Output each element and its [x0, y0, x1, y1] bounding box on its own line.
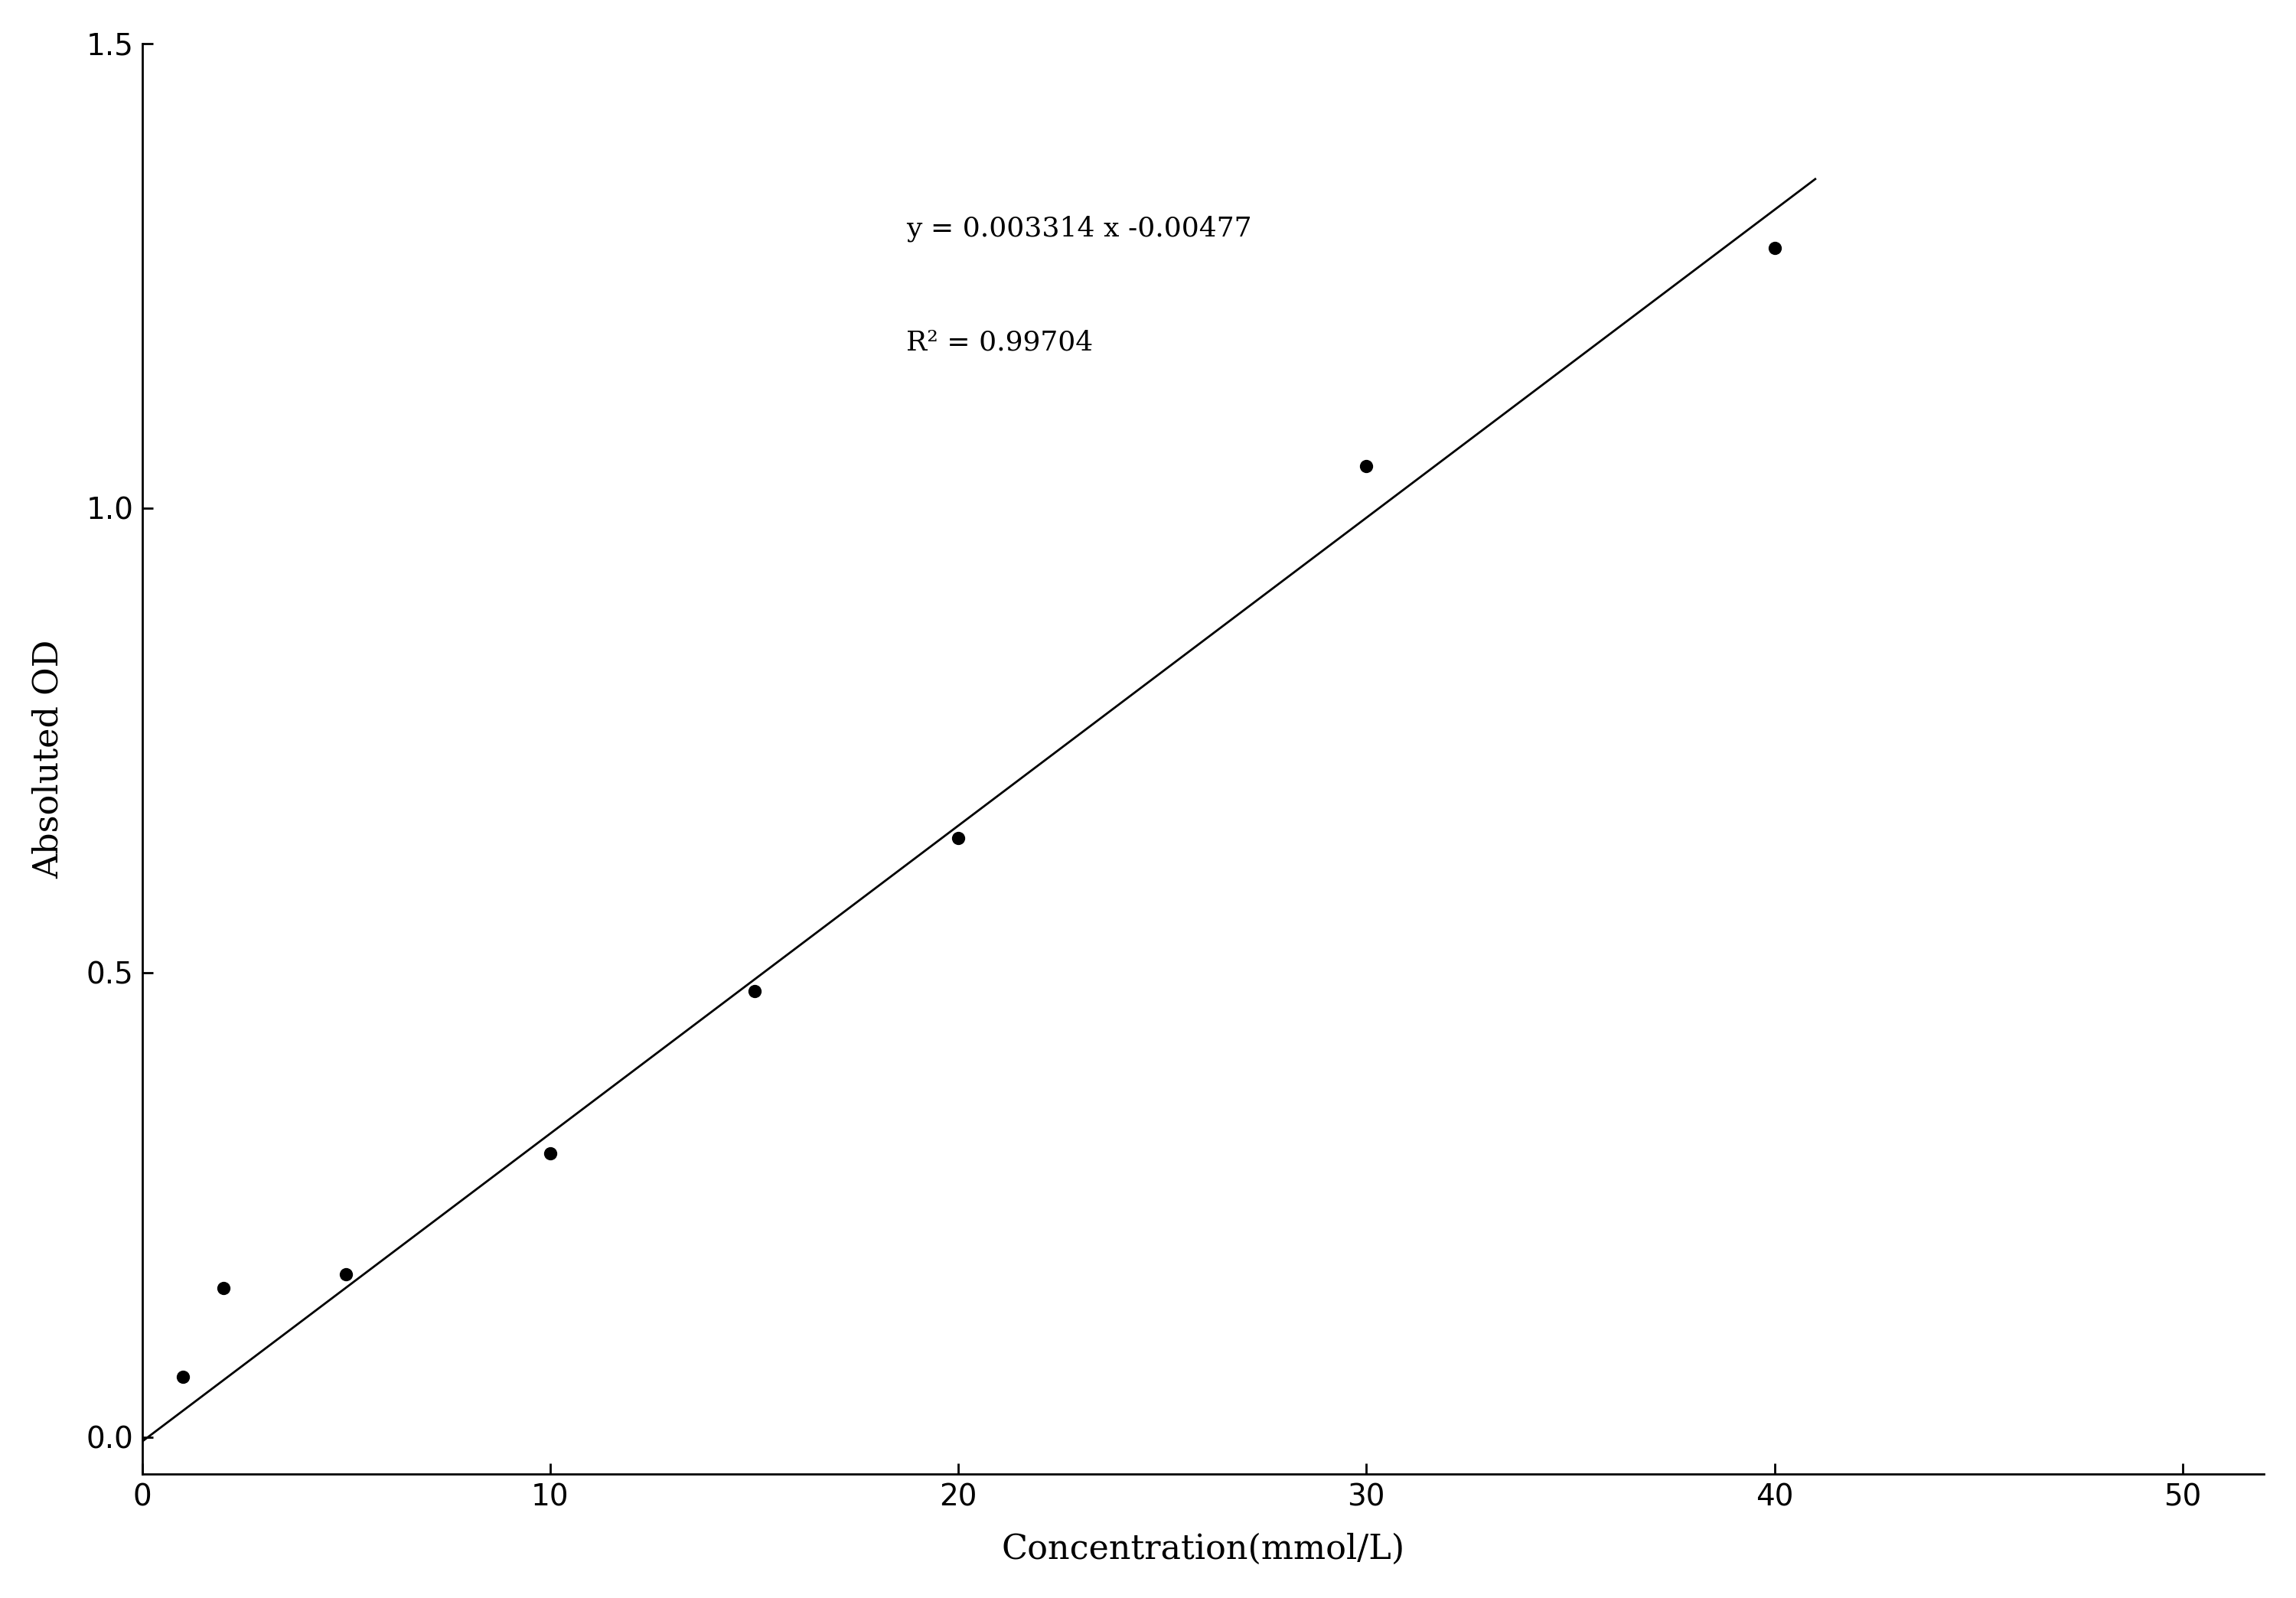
Point: [204, 1275, 241, 1301]
Text: R² = 0.99704: R² = 0.99704: [907, 329, 1093, 356]
Point: [533, 1141, 569, 1167]
Text: y = 0.003314 x -0.00477: y = 0.003314 x -0.00477: [907, 216, 1251, 241]
Point: [328, 1262, 365, 1288]
Point: [165, 1363, 202, 1389]
Point: [1756, 235, 1793, 260]
Point: [1348, 454, 1384, 479]
Point: [939, 825, 976, 850]
Y-axis label: Absoluted OD: Absoluted OD: [32, 639, 64, 879]
Point: [737, 978, 774, 1004]
X-axis label: Concentration(mmol/L): Concentration(mmol/L): [1001, 1532, 1405, 1566]
